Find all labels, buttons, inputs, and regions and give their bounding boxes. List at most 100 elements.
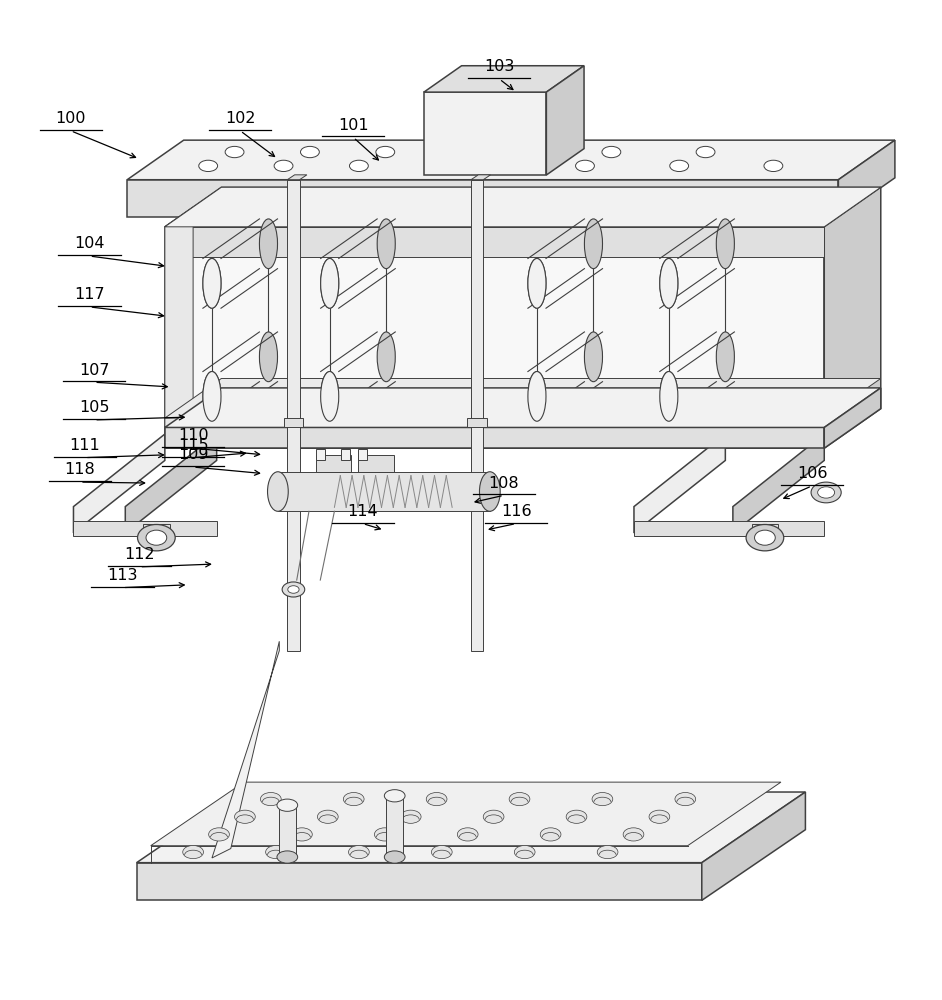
Polygon shape (165, 207, 193, 448)
Text: 109: 109 (178, 447, 208, 462)
Ellipse shape (259, 219, 278, 269)
Ellipse shape (508, 146, 527, 158)
Ellipse shape (670, 160, 689, 172)
Ellipse shape (659, 258, 678, 308)
Polygon shape (824, 187, 881, 448)
Polygon shape (634, 434, 725, 533)
Polygon shape (165, 227, 824, 448)
Text: 106: 106 (797, 466, 827, 481)
Bar (358, 455, 394, 472)
Text: 115: 115 (178, 438, 208, 453)
Ellipse shape (509, 792, 529, 806)
Polygon shape (471, 175, 491, 180)
Ellipse shape (320, 372, 339, 421)
Bar (471, 180, 483, 651)
Polygon shape (212, 641, 279, 858)
Polygon shape (127, 180, 838, 217)
Polygon shape (702, 792, 805, 900)
Ellipse shape (576, 160, 594, 172)
Ellipse shape (514, 845, 535, 859)
Text: 116: 116 (501, 504, 531, 519)
Bar (341, 449, 350, 460)
Ellipse shape (377, 332, 396, 382)
Ellipse shape (260, 792, 281, 806)
Ellipse shape (376, 146, 395, 158)
Polygon shape (73, 434, 165, 533)
Bar (287, 180, 300, 651)
Text: 104: 104 (74, 236, 105, 251)
Ellipse shape (659, 258, 678, 308)
Ellipse shape (235, 810, 255, 823)
Polygon shape (824, 388, 881, 448)
Ellipse shape (528, 372, 546, 421)
Bar (752, 524, 778, 538)
Ellipse shape (716, 332, 735, 382)
Ellipse shape (377, 219, 396, 269)
Text: 102: 102 (225, 111, 255, 126)
Ellipse shape (183, 845, 203, 859)
Ellipse shape (374, 828, 396, 841)
Polygon shape (634, 521, 824, 536)
Ellipse shape (225, 146, 244, 158)
Bar (316, 449, 325, 460)
Ellipse shape (457, 828, 479, 841)
Ellipse shape (203, 258, 221, 308)
Text: 107: 107 (79, 363, 109, 378)
Ellipse shape (659, 372, 678, 421)
Text: 111: 111 (70, 438, 100, 453)
Text: 103: 103 (484, 59, 514, 74)
Polygon shape (73, 521, 217, 536)
Ellipse shape (431, 845, 452, 859)
Ellipse shape (277, 851, 298, 863)
Ellipse shape (674, 792, 695, 806)
Polygon shape (165, 388, 881, 427)
Ellipse shape (343, 792, 365, 806)
Polygon shape (165, 378, 881, 418)
Ellipse shape (479, 472, 500, 511)
Ellipse shape (384, 790, 405, 802)
Ellipse shape (426, 792, 447, 806)
Ellipse shape (283, 582, 304, 597)
Ellipse shape (623, 828, 644, 841)
Ellipse shape (268, 472, 288, 511)
Ellipse shape (384, 851, 405, 863)
Ellipse shape (349, 160, 368, 172)
Ellipse shape (274, 160, 293, 172)
Ellipse shape (203, 258, 221, 308)
Ellipse shape (540, 828, 560, 841)
Ellipse shape (528, 258, 546, 308)
Ellipse shape (746, 524, 784, 551)
Polygon shape (838, 140, 895, 217)
Ellipse shape (320, 258, 339, 308)
Text: 114: 114 (348, 504, 378, 519)
Text: 105: 105 (79, 400, 109, 415)
Bar (278, 472, 490, 511)
Polygon shape (137, 792, 805, 863)
Ellipse shape (208, 828, 229, 841)
Ellipse shape (277, 799, 298, 811)
Ellipse shape (146, 530, 167, 545)
Ellipse shape (481, 160, 500, 172)
Polygon shape (424, 66, 584, 92)
Ellipse shape (349, 845, 369, 859)
Ellipse shape (716, 219, 735, 269)
Text: 117: 117 (74, 287, 105, 302)
Ellipse shape (317, 810, 338, 823)
Bar (284, 418, 303, 427)
Polygon shape (151, 782, 781, 846)
Bar (316, 455, 351, 472)
Ellipse shape (811, 482, 841, 503)
Ellipse shape (300, 146, 319, 158)
Bar (143, 524, 170, 538)
Polygon shape (733, 434, 824, 533)
Text: 113: 113 (107, 568, 138, 583)
Ellipse shape (483, 810, 504, 823)
Ellipse shape (659, 372, 678, 421)
Polygon shape (127, 140, 895, 180)
Ellipse shape (138, 524, 175, 551)
Ellipse shape (764, 160, 783, 172)
Bar (386, 796, 403, 857)
Bar (358, 449, 367, 460)
Ellipse shape (203, 372, 221, 421)
Ellipse shape (593, 792, 612, 806)
